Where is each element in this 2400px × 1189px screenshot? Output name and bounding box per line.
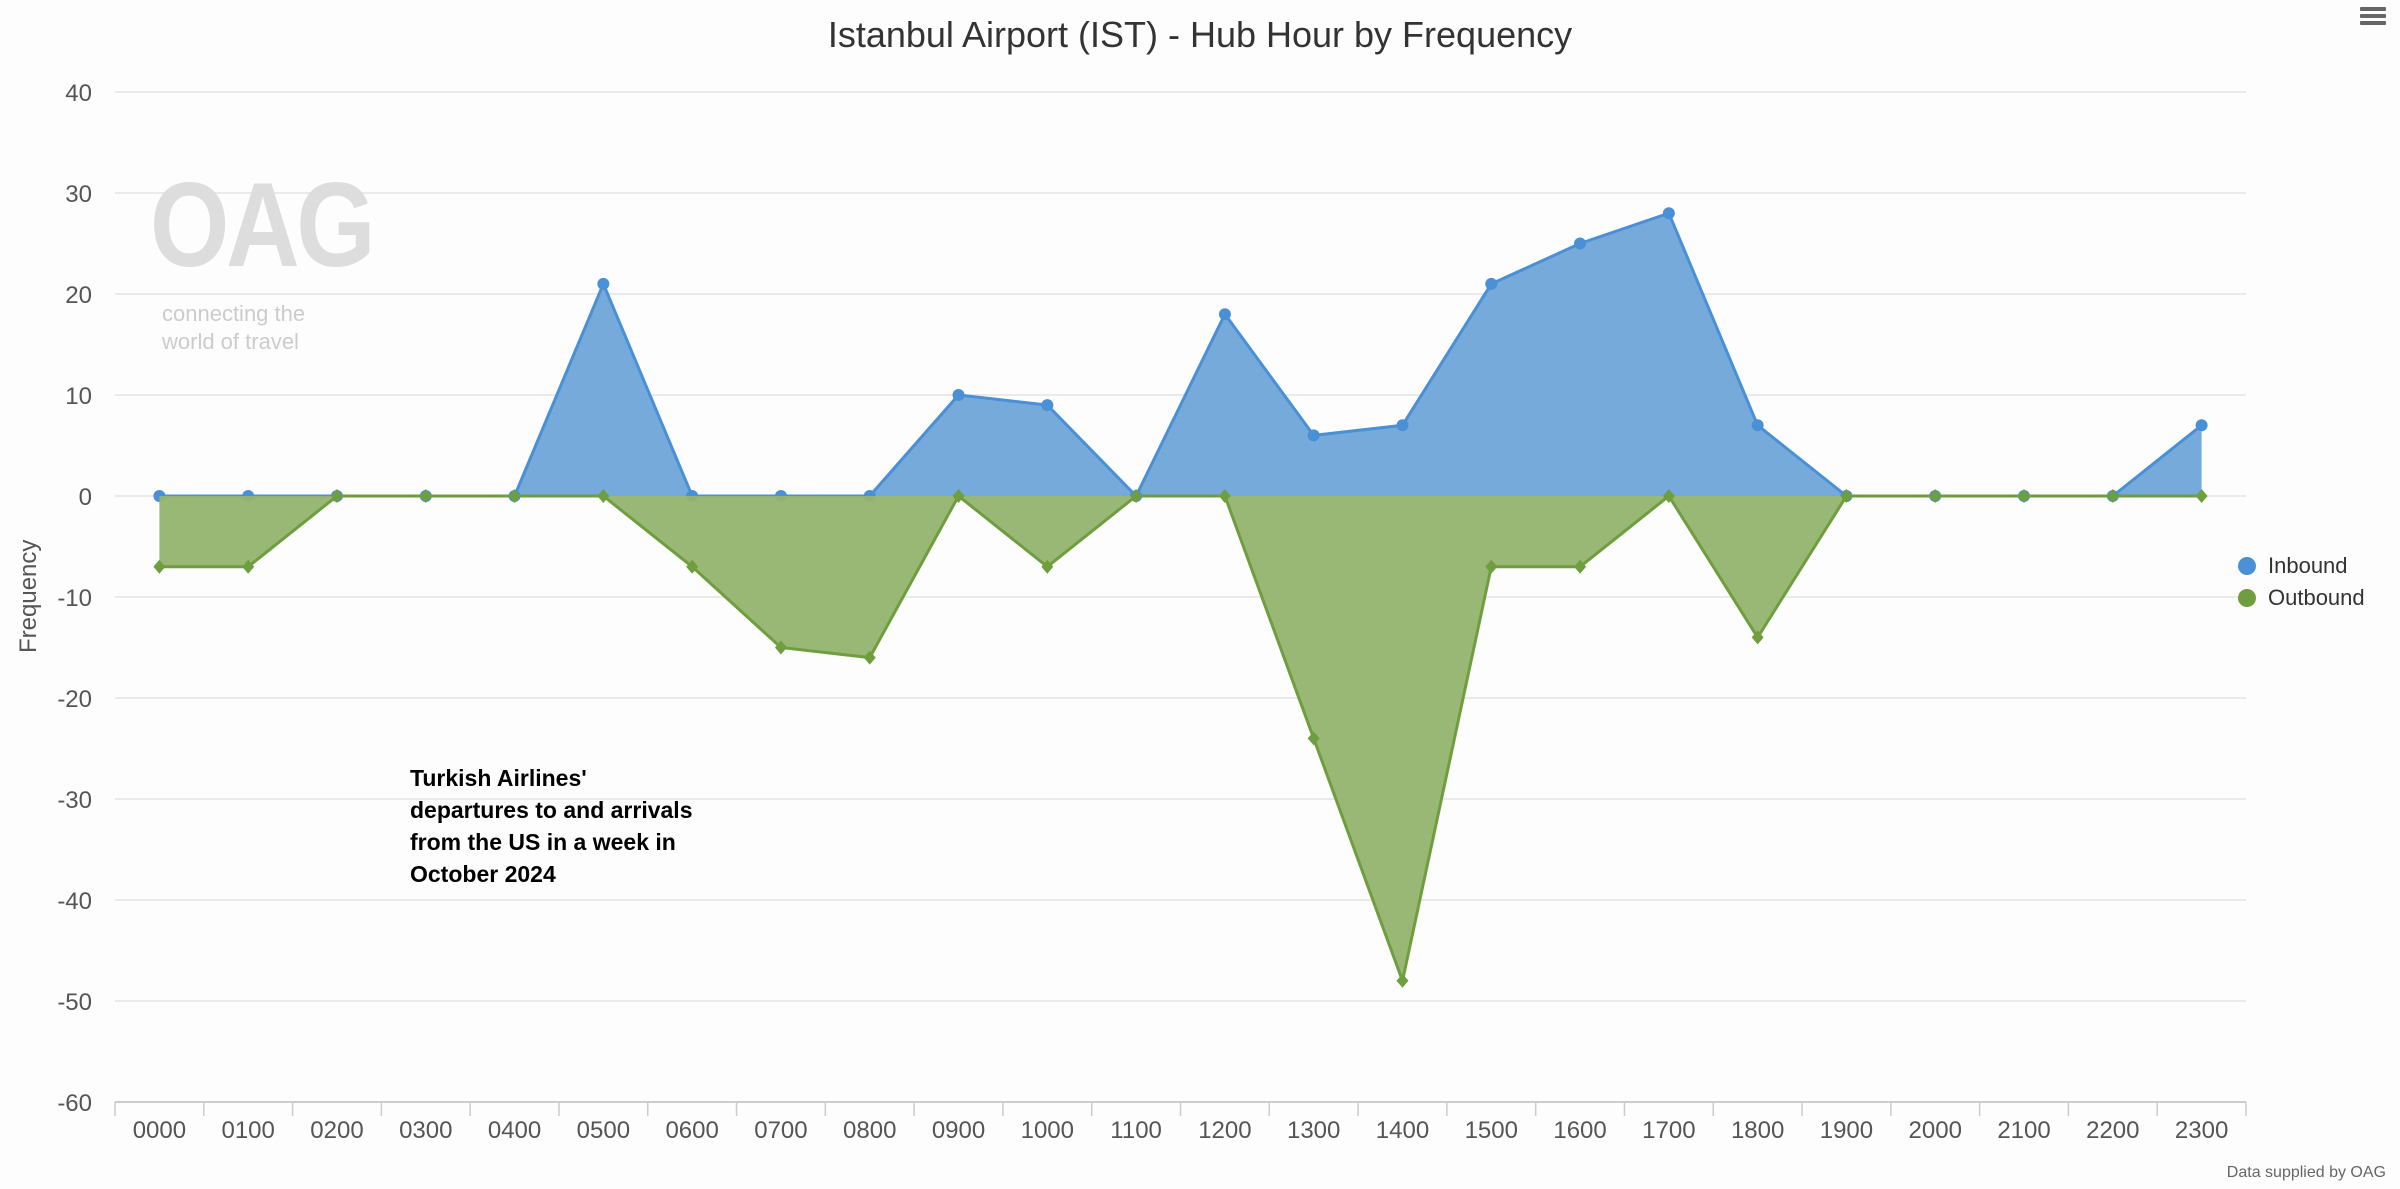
watermark-tagline: world of travel: [162, 329, 299, 354]
x-tick-label: 0900: [932, 1117, 985, 1144]
y-tick-label: -30: [57, 787, 92, 814]
point-outbound: [774, 640, 787, 655]
point-outbound: [1485, 559, 1498, 574]
point-inbound: [2195, 419, 2208, 432]
point-outbound: [419, 489, 432, 503]
y-tick-label: 40: [65, 80, 92, 107]
y-tick-label: -50: [57, 989, 92, 1016]
x-tick-label: 1400: [1376, 1117, 1429, 1144]
point-outbound: [952, 489, 965, 503]
point-outbound: [597, 489, 610, 503]
x-tick-label: 1500: [1465, 1117, 1518, 1144]
y-tick-label: -10: [57, 585, 92, 612]
point-outbound: [2106, 489, 2119, 503]
x-tick-label: 2000: [1909, 1117, 1962, 1144]
point-outbound: [1840, 489, 1853, 503]
watermark-logo: OAG: [150, 158, 376, 292]
x-tick-label: 1300: [1287, 1117, 1340, 1144]
point-inbound: [1041, 399, 1054, 412]
point-inbound: [1662, 207, 1675, 220]
x-tick-label: 1200: [1198, 1117, 1251, 1144]
y-tick-label: 0: [79, 484, 92, 511]
x-tick-label: 1700: [1642, 1117, 1695, 1144]
y-tick-label: 30: [65, 181, 92, 208]
x-tick-label: 2200: [2086, 1117, 2139, 1144]
x-tick-label: 0200: [310, 1117, 363, 1144]
x-tick-label: 2100: [1997, 1117, 2050, 1144]
point-outbound: [1307, 731, 1320, 746]
legend-label: Inbound: [2268, 553, 2348, 578]
point-outbound: [686, 559, 699, 574]
y-tick-label: 20: [65, 282, 92, 309]
x-tick-label: 0600: [665, 1117, 718, 1144]
point-outbound: [863, 650, 876, 665]
x-tick-label: 1100: [1110, 1117, 1162, 1144]
legend: Inbound Outbound: [2238, 550, 2365, 614]
point-outbound: [1396, 973, 1409, 988]
point-outbound: [508, 489, 521, 503]
x-tick-label: 0000: [133, 1117, 186, 1144]
point-outbound: [242, 559, 255, 574]
y-tick-label: -20: [57, 686, 92, 713]
x-tick-label: 0400: [488, 1117, 541, 1144]
point-inbound: [597, 277, 610, 290]
legend-item-inbound[interactable]: Inbound: [2238, 550, 2365, 582]
point-outbound: [153, 559, 166, 574]
watermark-tagline: connecting the: [162, 301, 306, 326]
point-inbound: [1485, 277, 1498, 290]
point-outbound: [1751, 630, 1764, 645]
y-tick-label: -60: [57, 1090, 92, 1117]
x-tick-label: 0700: [754, 1117, 807, 1144]
point-inbound: [952, 389, 965, 401]
x-tick-label: 1800: [1731, 1117, 1784, 1144]
x-tick-label: 0300: [399, 1117, 452, 1144]
area-inbound: [159, 213, 2202, 496]
point-outbound: [330, 489, 343, 503]
x-tick-label: 0500: [577, 1117, 630, 1144]
y-tick-label: 10: [65, 383, 92, 410]
legend-marker: [2238, 557, 2256, 575]
point-outbound: [2195, 489, 2208, 503]
point-outbound: [2018, 489, 2031, 503]
x-tick-label: 0800: [843, 1117, 896, 1144]
x-tick-label: 0100: [221, 1117, 274, 1144]
point-inbound: [1218, 308, 1231, 321]
point-outbound: [1574, 559, 1587, 574]
legend-label: Outbound: [2268, 585, 2365, 610]
point-inbound: [1751, 419, 1764, 432]
line-outbound: [159, 493, 2202, 987]
data-credit: Data supplied by OAG: [2226, 1164, 2386, 1181]
chart-title: Istanbul Airport (IST) - Hub Hour by Fre…: [827, 14, 1573, 55]
point-inbound: [1307, 429, 1320, 442]
hamburger-menu-icon[interactable]: [2360, 4, 2386, 28]
x-tick-label: 1000: [1021, 1117, 1074, 1144]
legend-item-outbound[interactable]: Outbound: [2238, 582, 2365, 614]
legend-marker: [2238, 589, 2256, 607]
x-tick-label: 2300: [2175, 1117, 2228, 1144]
point-outbound: [1929, 489, 1942, 503]
y-axis-label: Frequency: [15, 539, 42, 653]
point-outbound: [1041, 559, 1054, 574]
point-outbound: [1218, 489, 1231, 503]
point-inbound: [1574, 237, 1587, 250]
point-outbound: [1130, 489, 1143, 503]
x-tick-label: 1600: [1553, 1117, 1606, 1144]
x-tick-label: 1900: [1820, 1117, 1873, 1144]
point-inbound: [1396, 419, 1409, 432]
oag-watermark: OAG connecting the world of travel: [150, 150, 411, 356]
annotation: Turkish Airlines' departures to and arri…: [410, 765, 693, 887]
y-tick-label: -40: [57, 888, 92, 915]
area-outbound: [159, 496, 2202, 981]
point-outbound: [1662, 489, 1675, 503]
